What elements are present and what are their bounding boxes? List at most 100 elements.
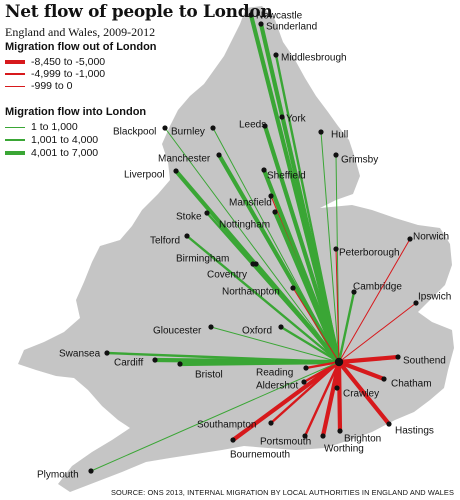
city-dot-liverpool: [173, 168, 179, 174]
city-label-reading: Reading: [256, 368, 293, 379]
flow-line-southend: [336, 354, 401, 365]
city-dot-telford: [184, 233, 190, 239]
flow-line-cambridge: [337, 290, 356, 364]
city-label-cardiff: Cardiff: [114, 358, 143, 369]
city-label-stoke: Stoke: [176, 212, 202, 223]
city-dot-cardiff: [152, 357, 158, 363]
legend-out-item-3: -999 to 0: [5, 80, 72, 92]
city-dot-cambridge: [351, 289, 357, 295]
flow-line-nottingham: [272, 209, 342, 365]
city-dot-crawley: [334, 385, 340, 391]
legend-in-item-2: 1,001 to 4,000: [5, 134, 98, 146]
flow-line-worthing: [320, 359, 342, 439]
flow-line-manchester: [216, 152, 342, 365]
map-title: Net flow of people to London: [5, 2, 273, 22]
city-label-blackpool: Blackpool: [113, 127, 156, 138]
city-label-nottingham: Nottingham: [219, 220, 270, 231]
flow-line-hastings: [336, 359, 392, 427]
city-label-york: York: [286, 114, 307, 125]
city-dot-grimsby: [333, 152, 339, 158]
city-dot-burnley: [210, 125, 216, 131]
flow-line-oxford: [279, 325, 341, 364]
legend-label: -8,450 to -5,000: [31, 56, 106, 68]
legend-swatch: [5, 151, 25, 155]
city-dot-hastings: [386, 421, 392, 427]
city-label-cambridge: Cambridge: [353, 282, 402, 293]
flow-line-hull: [320, 131, 340, 363]
city-label-ipswich: Ipswich: [418, 292, 451, 303]
city-dot-chatham: [381, 376, 387, 382]
flow-line-telford: [185, 234, 341, 364]
city-dot-newcastle: [248, 12, 254, 18]
city-label-bristol: Bristol: [195, 370, 223, 381]
legend-label: 1,001 to 4,000: [31, 134, 99, 146]
city-dot-york: [279, 114, 285, 120]
city-dot-coventry: [250, 261, 256, 267]
city-label-mansfield: Mansfield: [229, 198, 272, 209]
city-label-liverpool: Liverpool: [124, 170, 165, 181]
flow-line-york: [280, 115, 341, 364]
flow-line-bournemouth: [230, 359, 342, 443]
city-label-portsmouth: Portsmouth: [260, 437, 311, 448]
city-label-norwich: Norwich: [413, 232, 449, 243]
legend-swatch: [5, 60, 25, 64]
city-label-sunderland: Sunderland: [266, 22, 317, 33]
flow-line-ipswich: [338, 302, 417, 363]
flow-line-plymouth: [90, 361, 340, 472]
legend-out-item-2: -4,999 to -1,000: [5, 68, 105, 80]
legend-out-item-1: -8,450 to -5,000: [5, 56, 105, 68]
city-label-swansea: Swansea: [59, 349, 101, 360]
city-dot-hull: [318, 129, 324, 135]
legend-in-item-1: 1 to 1,000: [5, 121, 78, 133]
flow-line-middlesbrough: [274, 53, 341, 364]
city-dot-southampton: [268, 420, 274, 426]
city-label-middlesbrough: Middlesbrough: [281, 53, 347, 64]
city-dot-manchester: [216, 152, 222, 158]
city-label-peterborough: Peterborough: [339, 248, 400, 259]
legend-label: 4,001 to 7,000: [31, 147, 99, 159]
city-dot-worthing: [320, 433, 326, 439]
city-dot-reading: [303, 365, 309, 371]
city-label-worthing: Worthing: [324, 444, 364, 455]
city-dot-sunderland: [258, 21, 264, 27]
flow-line-reading: [304, 360, 341, 370]
city-dot-blackpool: [162, 125, 168, 131]
legend-label: -999 to 0: [31, 80, 73, 92]
city-label-crawley: Crawley: [343, 389, 379, 400]
city-label-newcastle: Newcastle: [256, 11, 303, 22]
city-label-bournemouth: Bournemouth: [230, 450, 290, 461]
flow-line-brighton: [336, 359, 343, 434]
flow-line-leeds: [262, 123, 342, 365]
city-dot-northampton: [290, 285, 296, 291]
london-hub-dot: [334, 357, 344, 367]
city-label-gloucester: Gloucester: [153, 326, 202, 337]
city-dot-peterborough: [333, 246, 339, 252]
city-label-oxford: Oxford: [242, 326, 272, 337]
city-dot-leeds: [262, 123, 268, 129]
city-label-manchester: Manchester: [158, 154, 211, 165]
flow-line-chatham: [336, 359, 387, 382]
city-label-birmingham: Birmingham: [176, 254, 229, 265]
city-label-telford: Telford: [150, 236, 180, 247]
city-label-hull: Hull: [331, 130, 348, 141]
flow-line-blackpool: [164, 127, 340, 363]
city-label-northampton: Northampton: [222, 287, 280, 298]
flow-line-norwich: [338, 238, 411, 363]
legend-swatch: [5, 138, 25, 142]
city-label-coventry: Coventry: [207, 270, 247, 281]
legend-label: -4,999 to -1,000: [31, 68, 106, 80]
city-label-chatham: Chatham: [391, 379, 432, 390]
city-dot-ipswich: [413, 300, 419, 306]
city-label-sheffield: Sheffield: [267, 171, 306, 182]
city-dot-aldershot: [301, 379, 307, 385]
legend-in-item-3: 4,001 to 7,000: [5, 147, 98, 159]
city-dot-southend: [395, 354, 401, 360]
city-dot-plymouth: [88, 468, 94, 474]
city-label-southampton: Southampton: [197, 420, 257, 431]
city-dot-gloucester: [208, 324, 214, 330]
legend-swatch: [5, 85, 25, 87]
city-dot-bristol: [177, 361, 183, 367]
flow-line-gloucester: [210, 326, 340, 363]
